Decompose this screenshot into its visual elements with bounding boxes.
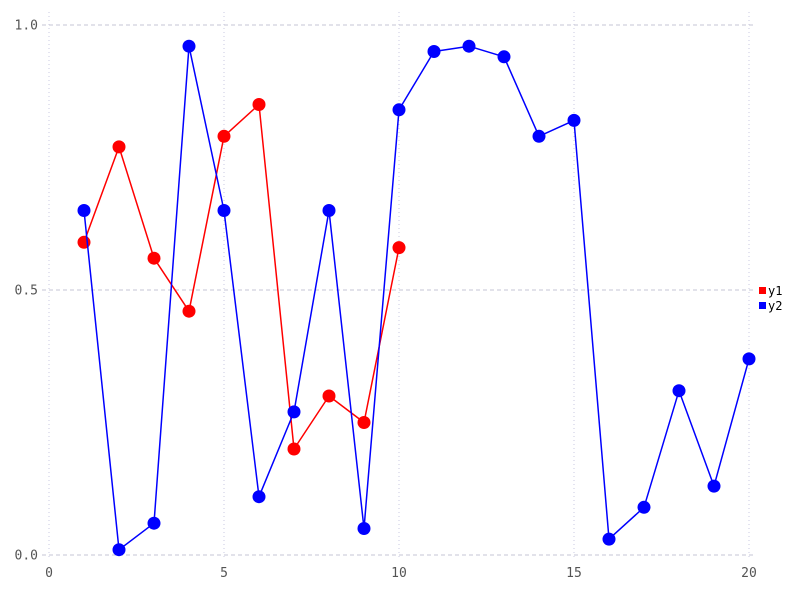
x-tick-label: 5 [220, 566, 228, 581]
y-tick-label: 0.0 [15, 549, 38, 564]
data-point-y2 [672, 384, 686, 398]
data-point-y1 [77, 235, 91, 249]
data-point-y2 [637, 500, 651, 514]
series-line-y2 [83, 45, 750, 551]
data-point-y1 [147, 251, 161, 265]
data-point-y2 [252, 490, 266, 504]
x-tick-label: 10 [391, 566, 407, 581]
data-point-y2 [707, 479, 721, 493]
data-point-y1 [287, 442, 301, 456]
data-point-y2 [287, 405, 301, 419]
data-point-y2 [357, 522, 371, 535]
legend-label-y2: y2 [768, 299, 782, 313]
data-point-y2 [532, 129, 546, 143]
data-point-y1 [112, 140, 126, 154]
legend-marker-y2 [759, 302, 766, 309]
data-point-y2 [567, 113, 581, 127]
y-tick-label: 1.0 [15, 19, 38, 34]
data-point-y1 [217, 129, 231, 143]
data-point-y1 [182, 304, 196, 318]
data-point-y2 [217, 204, 231, 217]
x-tick-label: 15 [566, 566, 582, 581]
data-point-y2 [427, 45, 441, 58]
data-point-y2 [182, 39, 196, 53]
series-line-y1 [83, 103, 400, 450]
data-point-y2 [602, 532, 616, 546]
data-point-y2 [147, 516, 161, 530]
x-tick-label: 0 [45, 566, 53, 581]
x-tick-label: 20 [741, 566, 757, 581]
data-point-y1 [252, 98, 266, 111]
y-tick-label: 0.5 [15, 284, 38, 299]
data-point-y2 [322, 204, 336, 217]
legend-label-y1: y1 [768, 284, 782, 298]
data-point-y2 [462, 39, 476, 53]
data-point-y2 [77, 204, 91, 217]
legend-marker-y1 [759, 287, 766, 294]
data-point-y2 [112, 543, 126, 557]
data-point-y1 [357, 416, 371, 429]
data-point-y2 [742, 352, 756, 366]
data-point-y1 [322, 389, 336, 403]
data-point-y2 [392, 103, 406, 117]
data-point-y2 [497, 50, 511, 64]
data-point-y1 [392, 241, 406, 255]
